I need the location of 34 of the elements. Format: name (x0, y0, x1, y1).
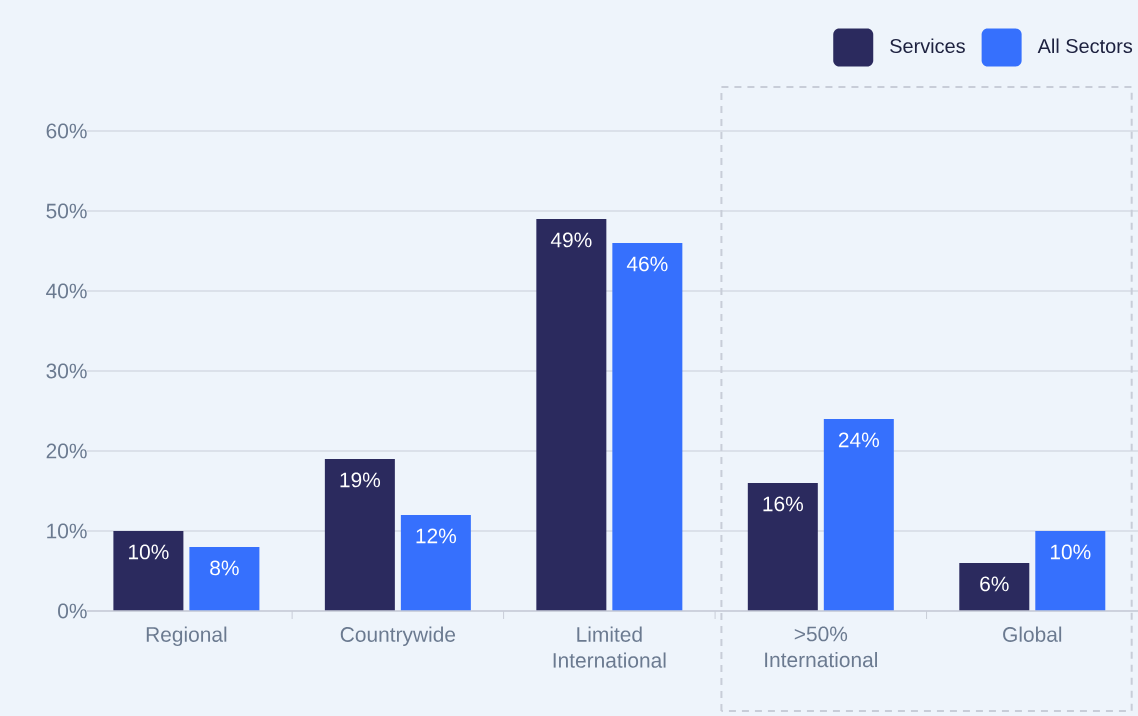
y-tick-label: 40% (46, 283, 87, 299)
bar (823, 419, 894, 612)
bar (400, 515, 471, 612)
bar (1035, 531, 1106, 612)
data-label: 24% (838, 432, 880, 448)
x-tick-label: Limited International (553, 626, 666, 668)
x-tick-label: >50% International (765, 626, 877, 668)
data-label: 16% (763, 496, 803, 512)
y-tick-label: 10% (47, 523, 87, 539)
bar (747, 483, 818, 612)
y-tick-label: 0% (58, 603, 87, 619)
data-label: 6% (980, 576, 1009, 592)
data-label: 19% (340, 472, 381, 488)
y-tick-label: 30% (46, 363, 87, 379)
bar (113, 531, 184, 612)
data-label: 49% (550, 232, 592, 248)
bar (959, 563, 1030, 612)
data-label: 46% (626, 256, 668, 272)
y-tick-label: 60% (46, 123, 87, 139)
x-tick-label: Global (1003, 626, 1062, 642)
data-label: 10% (129, 544, 169, 560)
data-label: 10% (1050, 544, 1091, 560)
x-tick-label: Regional (146, 626, 227, 647)
data-label: 8% (210, 560, 239, 576)
bar (189, 547, 260, 612)
legend-label: All Sectors (1037, 38, 1133, 54)
y-tick-label: 20% (46, 443, 87, 459)
data-label: 12% (416, 528, 457, 544)
legend-label: Services (890, 38, 965, 54)
bar (612, 243, 683, 612)
y-tick-label: 50% (46, 203, 87, 219)
bar (324, 459, 395, 612)
x-tick-label: Countrywide (340, 626, 456, 647)
bar (536, 219, 607, 612)
